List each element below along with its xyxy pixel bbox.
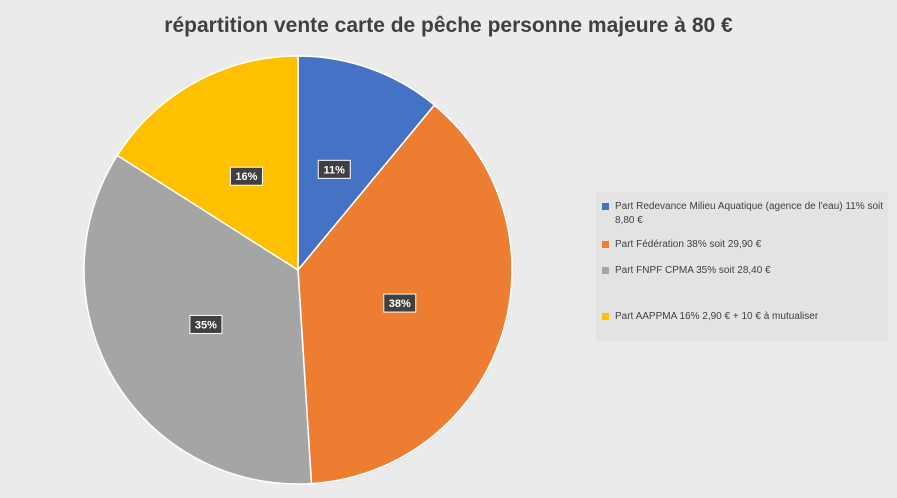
legend-swatch-2 (602, 241, 609, 248)
legend-item-4: Part AAPPMA 16% 2,90 € + 10 € à mutualis… (602, 310, 884, 324)
legend-item-1: Part Redevance Milieu Aquatique (agence … (602, 200, 884, 228)
svg-text:16%: 16% (235, 171, 257, 183)
legend-swatch-3 (602, 267, 609, 274)
legend-label-3: Part FNPF CPMA 35% soit 28,40 € (615, 265, 771, 276)
svg-text:11%: 11% (324, 164, 346, 176)
legend-swatch-4 (602, 313, 609, 320)
data-label-3: 35% (189, 314, 223, 334)
data-label-1: 11% (317, 159, 351, 179)
legend-item-2: Part Fédération 38% soit 29,90 € (602, 238, 884, 252)
svg-text:38%: 38% (389, 298, 411, 310)
svg-text:35%: 35% (195, 319, 217, 331)
pie-slice-4 (116, 55, 299, 272)
chart-title: répartition vente carte de pêche personn… (164, 14, 733, 37)
legend-label-4: Part AAPPMA 16% 2,90 € + 10 € à mutualis… (615, 311, 819, 322)
data-label-2: 38% (383, 293, 417, 313)
legend-label-2: Part Fédération 38% soit 29,90 € (615, 239, 762, 250)
legend-swatch-1 (602, 203, 609, 210)
legend-label-1: Part Redevance Milieu Aquatique (agence … (615, 201, 884, 226)
data-label-4: 16% (229, 166, 263, 186)
chart-legend: Part Redevance Milieu Aquatique (agence … (596, 192, 888, 342)
pie-slice-1 (297, 55, 436, 273)
legend-item-3: Part FNPF CPMA 35% soit 28,40 € (602, 264, 884, 278)
